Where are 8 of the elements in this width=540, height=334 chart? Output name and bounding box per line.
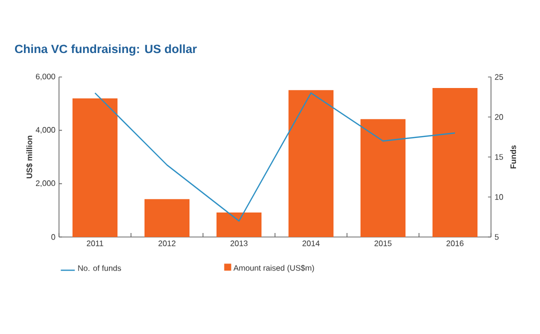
line-series [94, 92, 456, 222]
bar [72, 98, 118, 237]
chart-title: China VC fundraising: US dollar [15, 44, 197, 56]
bar [432, 88, 478, 237]
bar [288, 90, 334, 237]
bar [360, 119, 406, 237]
bar [216, 212, 262, 237]
bar [144, 199, 190, 237]
